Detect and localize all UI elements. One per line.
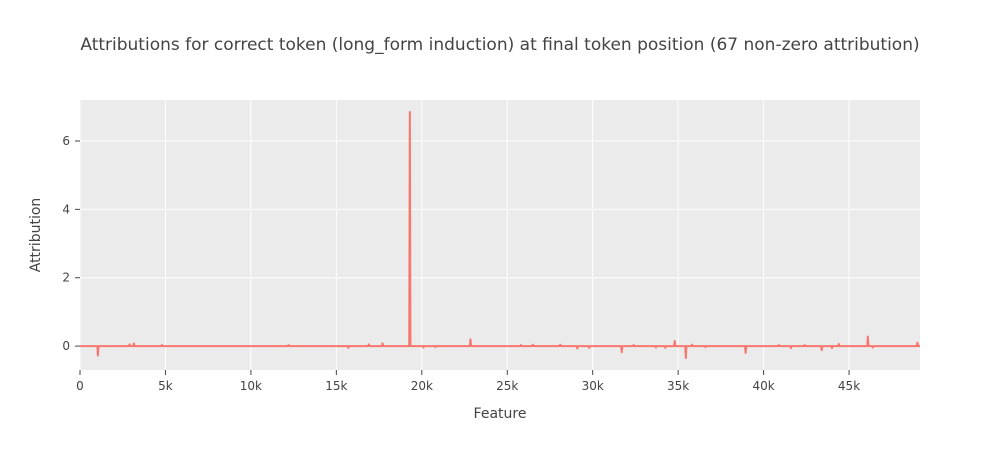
y-tick-label: 0 — [62, 339, 70, 353]
x-tick-label: 5k — [158, 379, 173, 393]
y-tick-label: 2 — [62, 271, 70, 285]
x-tick-label: 25k — [496, 379, 518, 393]
x-tick-label: 45k — [838, 379, 860, 393]
y-tick-label: 4 — [62, 202, 70, 216]
y-axis-title: Attribution — [28, 198, 44, 273]
x-tick-label: 30k — [582, 379, 604, 393]
x-axis-title: Feature — [474, 406, 527, 422]
x-tick-label: 10k — [240, 379, 262, 393]
tick-layer: 0 5k 10k 15k 20k 25k 30k 35k 40k 45k 0 2 4 6 — [62, 134, 860, 393]
x-tick-label: 40k — [752, 379, 774, 393]
attribution-series-line — [80, 110, 920, 360]
x-tick-label: 15k — [325, 379, 347, 393]
x-tick-label: 0 — [76, 379, 84, 393]
plot-background — [80, 100, 920, 370]
x-tick-label: 20k — [411, 379, 433, 393]
chart-title: Attributions for correct token (long_for… — [80, 35, 919, 55]
y-tick-label: 6 — [62, 134, 70, 148]
x-tick-label: 35k — [667, 379, 689, 393]
